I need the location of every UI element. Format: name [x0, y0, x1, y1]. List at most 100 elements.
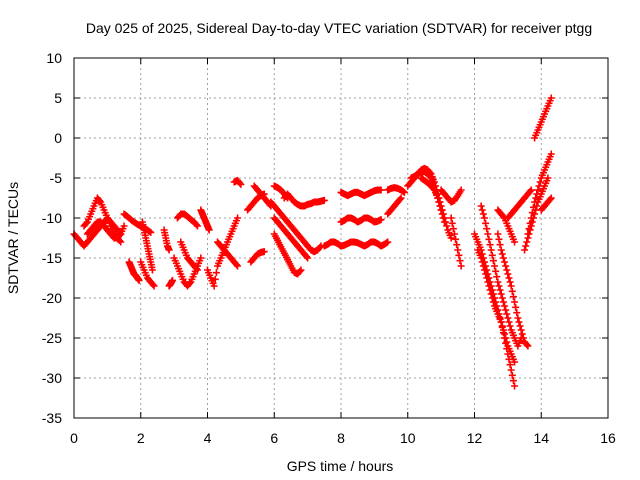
y-tick-label: -20 — [42, 290, 62, 306]
data-point — [282, 193, 290, 201]
data-point — [117, 230, 125, 238]
data-point — [482, 270, 490, 278]
data-point — [544, 174, 552, 182]
x-axis-label: GPS time / hours — [287, 458, 394, 474]
data-point — [452, 235, 460, 243]
data-point — [117, 238, 125, 246]
data-point — [503, 338, 511, 346]
data-point — [168, 276, 176, 284]
series-arc-29 — [384, 194, 405, 218]
data-point — [435, 198, 443, 206]
data-point — [495, 282, 503, 290]
series-arc-42 — [521, 174, 552, 254]
data-point — [505, 274, 513, 282]
data-point — [457, 262, 465, 270]
data-point — [484, 230, 492, 238]
data-point — [503, 345, 511, 353]
x-tick-label: 14 — [533, 430, 549, 446]
series-arc-3 — [83, 218, 125, 242]
data-point — [377, 186, 385, 194]
data-point — [486, 241, 494, 249]
data-point — [506, 322, 514, 330]
data-point — [150, 282, 158, 290]
x-tick-label: 8 — [337, 430, 345, 446]
series-arc-32 — [417, 174, 445, 214]
data-point — [485, 235, 493, 243]
data-point — [512, 303, 520, 311]
data-point — [523, 238, 531, 246]
data-point — [479, 262, 487, 270]
data-point — [513, 309, 521, 317]
data-point — [509, 377, 517, 385]
series-arc-7 — [137, 258, 158, 290]
data-point — [532, 194, 540, 202]
y-tick-label: 0 — [54, 130, 62, 146]
data-point — [396, 195, 404, 203]
data-point — [437, 206, 445, 214]
data-point — [450, 230, 458, 238]
data-points — [70, 94, 555, 390]
data-point — [478, 258, 486, 266]
series-arc-23 — [280, 190, 328, 210]
data-point — [519, 334, 527, 342]
data-point — [529, 214, 537, 222]
data-point — [526, 226, 534, 234]
data-point — [303, 253, 311, 261]
data-point — [116, 231, 124, 239]
data-point — [494, 230, 502, 238]
data-point — [517, 326, 525, 334]
series-arc-38 — [494, 230, 532, 350]
data-point — [447, 234, 455, 242]
data-point — [497, 246, 505, 254]
data-point — [521, 246, 529, 254]
y-tick-label: 5 — [54, 90, 62, 106]
data-point — [497, 318, 505, 326]
data-point — [297, 266, 305, 274]
data-point — [486, 286, 494, 294]
data-point — [454, 246, 462, 254]
data-point — [508, 287, 516, 295]
data-point — [453, 241, 461, 249]
data-point — [316, 243, 324, 251]
series-arc-40 — [504, 186, 535, 222]
data-point — [523, 341, 531, 349]
data-point — [96, 197, 104, 205]
series-arc-6 — [138, 218, 156, 274]
y-tick-label: -10 — [42, 210, 62, 226]
data-point — [481, 266, 489, 274]
data-point — [148, 266, 156, 274]
data-point — [501, 302, 509, 310]
data-point — [502, 306, 510, 314]
data-point — [536, 178, 544, 186]
series-arc-16 — [230, 176, 245, 188]
data-point — [505, 318, 513, 326]
data-point — [439, 214, 447, 222]
data-point — [449, 225, 457, 233]
data-point — [505, 355, 513, 363]
data-point — [506, 361, 514, 369]
data-point — [400, 188, 408, 196]
data-point — [506, 278, 514, 286]
series-arc-36 — [474, 246, 519, 390]
data-point — [455, 251, 463, 259]
data-point — [504, 314, 512, 322]
data-point — [547, 94, 555, 102]
data-point — [531, 210, 539, 218]
data-point — [524, 234, 532, 242]
data-point — [514, 314, 522, 322]
chart-title: Day 025 of 2025, Sidereal Day-to-day VTE… — [86, 20, 592, 36]
data-point — [384, 238, 392, 246]
data-point — [82, 219, 90, 227]
data-point — [534, 186, 542, 194]
data-point — [511, 358, 519, 366]
data-point — [192, 221, 200, 229]
data-point — [507, 282, 515, 290]
data-point — [440, 218, 448, 226]
data-point — [533, 202, 541, 210]
data-point — [498, 250, 506, 258]
data-point — [147, 228, 155, 236]
data-point — [429, 185, 437, 193]
series-arc-22 — [270, 230, 305, 278]
data-point — [508, 371, 516, 379]
